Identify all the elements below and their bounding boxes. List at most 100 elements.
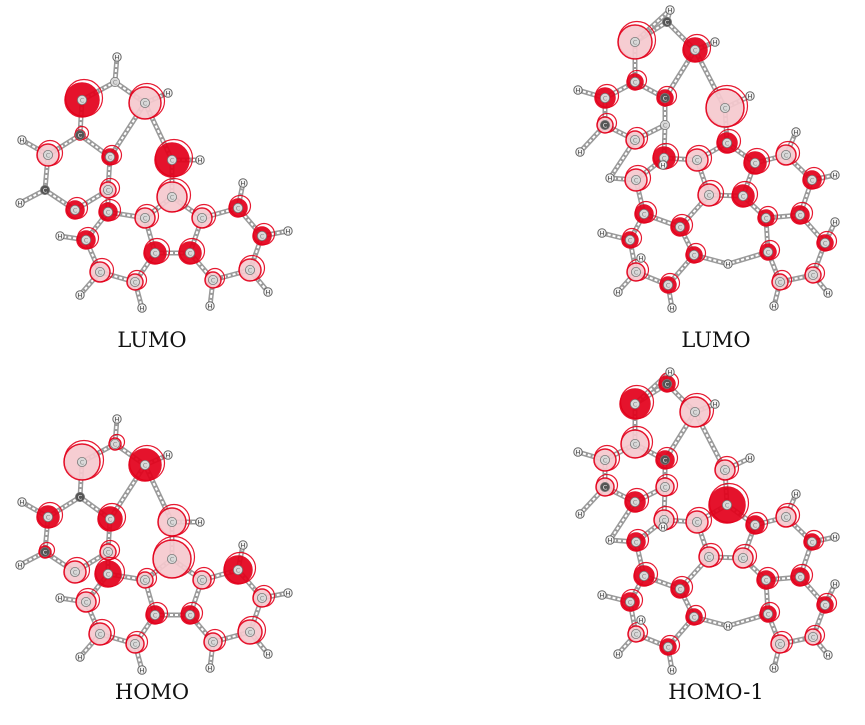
carbon-atom [40, 546, 51, 557]
carbon-label: C [248, 267, 253, 275]
carbon-label: C [98, 269, 103, 277]
hydrogen-atom [636, 253, 646, 263]
carbon-atom [184, 247, 195, 258]
hydrogen-atom [830, 532, 840, 542]
carbon-label: C [78, 494, 83, 502]
carbon-label: C [741, 193, 746, 201]
hydrogen-label: H [58, 233, 63, 241]
bond-highlight [667, 284, 673, 309]
hydrogen-label: H [78, 292, 83, 300]
carbon-atom [77, 95, 88, 106]
carbon-label: C [633, 137, 638, 145]
hydrogen-atom [112, 414, 122, 424]
hydrogen-label: H [833, 172, 838, 180]
carbon-label: C [106, 187, 111, 195]
hydrogen-atom [791, 489, 801, 499]
molecule-diagram-homo: C C C C C C C C C C C C C C C C C C C C C C C H H H H H H H H H H H H [15, 414, 293, 675]
carbon-atom [630, 174, 641, 185]
hydrogen-atom [665, 367, 675, 377]
carbon-label: C [236, 205, 241, 213]
carbon-atom [81, 596, 92, 607]
hydrogen-label: H [608, 537, 613, 545]
carbon-atom [139, 98, 150, 109]
carbon-atom [207, 636, 218, 647]
carbon-label: C [665, 19, 670, 27]
carbon-atom [105, 151, 116, 162]
carbon-atom [40, 184, 51, 195]
carbon-atom [599, 120, 610, 131]
carbon-atom [75, 129, 86, 140]
carbon-label: C [693, 47, 698, 55]
carbon-label: C [811, 634, 816, 642]
bond-highlight [667, 646, 673, 671]
hydrogen-atom [238, 540, 248, 550]
hydrogen-label: H [661, 162, 666, 170]
carbon-label: C [211, 277, 216, 285]
carbon-atom [749, 157, 760, 168]
hydrogen-label: H [241, 542, 246, 550]
carbon-atom [721, 137, 732, 148]
carbon-atom [719, 465, 730, 476]
carbon-label: C [707, 192, 712, 200]
carbon-atom [689, 45, 700, 56]
carbon-atom [780, 511, 791, 522]
hydrogen-label: H [286, 228, 291, 236]
carbon-atom [184, 609, 195, 620]
hydrogen-atom [605, 173, 615, 183]
carbon-label: C [78, 132, 83, 140]
hydrogen-label: H [18, 562, 23, 570]
carbon-label: C [260, 595, 265, 603]
bond-highlight [812, 274, 829, 294]
carbon-atom [139, 460, 150, 471]
carbon-atom [691, 516, 702, 527]
carbon-atom [599, 482, 610, 493]
carbon-label: C [236, 567, 241, 575]
carbon-atom [807, 269, 818, 280]
carbon-atom [774, 276, 785, 287]
hydrogen-atom [195, 517, 205, 527]
hydrogen-label: H [748, 93, 753, 101]
carbon-atom [207, 274, 218, 285]
hydrogen-label: H [140, 305, 145, 313]
carbon-atom [166, 154, 177, 165]
carbon-label: C [80, 97, 85, 105]
hydrogen-atom [667, 303, 677, 313]
atoms-group: C C C C C C C C C C C C C C C C C C C C C C C H H H H H H H H H H H H [15, 414, 293, 675]
carbon-atom [737, 552, 748, 563]
carbon-label: C [113, 79, 118, 87]
hydrogen-atom [830, 579, 840, 589]
hydrogen-atom [597, 590, 607, 600]
carbon-label: C [723, 105, 728, 113]
carbon-atom [659, 93, 670, 104]
carbon-label: C [106, 549, 111, 557]
carbon-atom [103, 546, 114, 557]
hydrogen-label: H [713, 401, 718, 409]
carbon-label: C [73, 207, 78, 215]
carbon-label: C [695, 157, 700, 165]
hydrogen-label: H [166, 452, 171, 460]
hydrogen-label: H [668, 369, 673, 377]
carbon-atom [129, 276, 140, 287]
carbon-label: C [811, 272, 816, 280]
hydrogen-atom [238, 178, 248, 188]
carbon-atom [629, 77, 640, 88]
hydrogen-label: H [772, 665, 777, 673]
carbon-atom [719, 103, 730, 114]
carbon-atom [244, 626, 255, 637]
carbon-label: C [143, 100, 148, 108]
carbon-label: C [633, 39, 638, 47]
carbon-atom [689, 407, 700, 418]
carbon-atom [780, 149, 791, 160]
carbon-label: C [764, 577, 769, 585]
carbon-label: C [153, 250, 158, 258]
hydrogen-atom [636, 615, 646, 625]
carbon-label: C [778, 279, 783, 287]
caption-homo: HOMO [114, 680, 190, 704]
carbon-atom [688, 249, 699, 260]
carbon-atom [149, 247, 160, 258]
bond-highlight [811, 174, 836, 181]
hydrogen-atom [573, 447, 583, 457]
carbon-atom [629, 37, 640, 48]
hydrogen-label: H [241, 180, 246, 188]
